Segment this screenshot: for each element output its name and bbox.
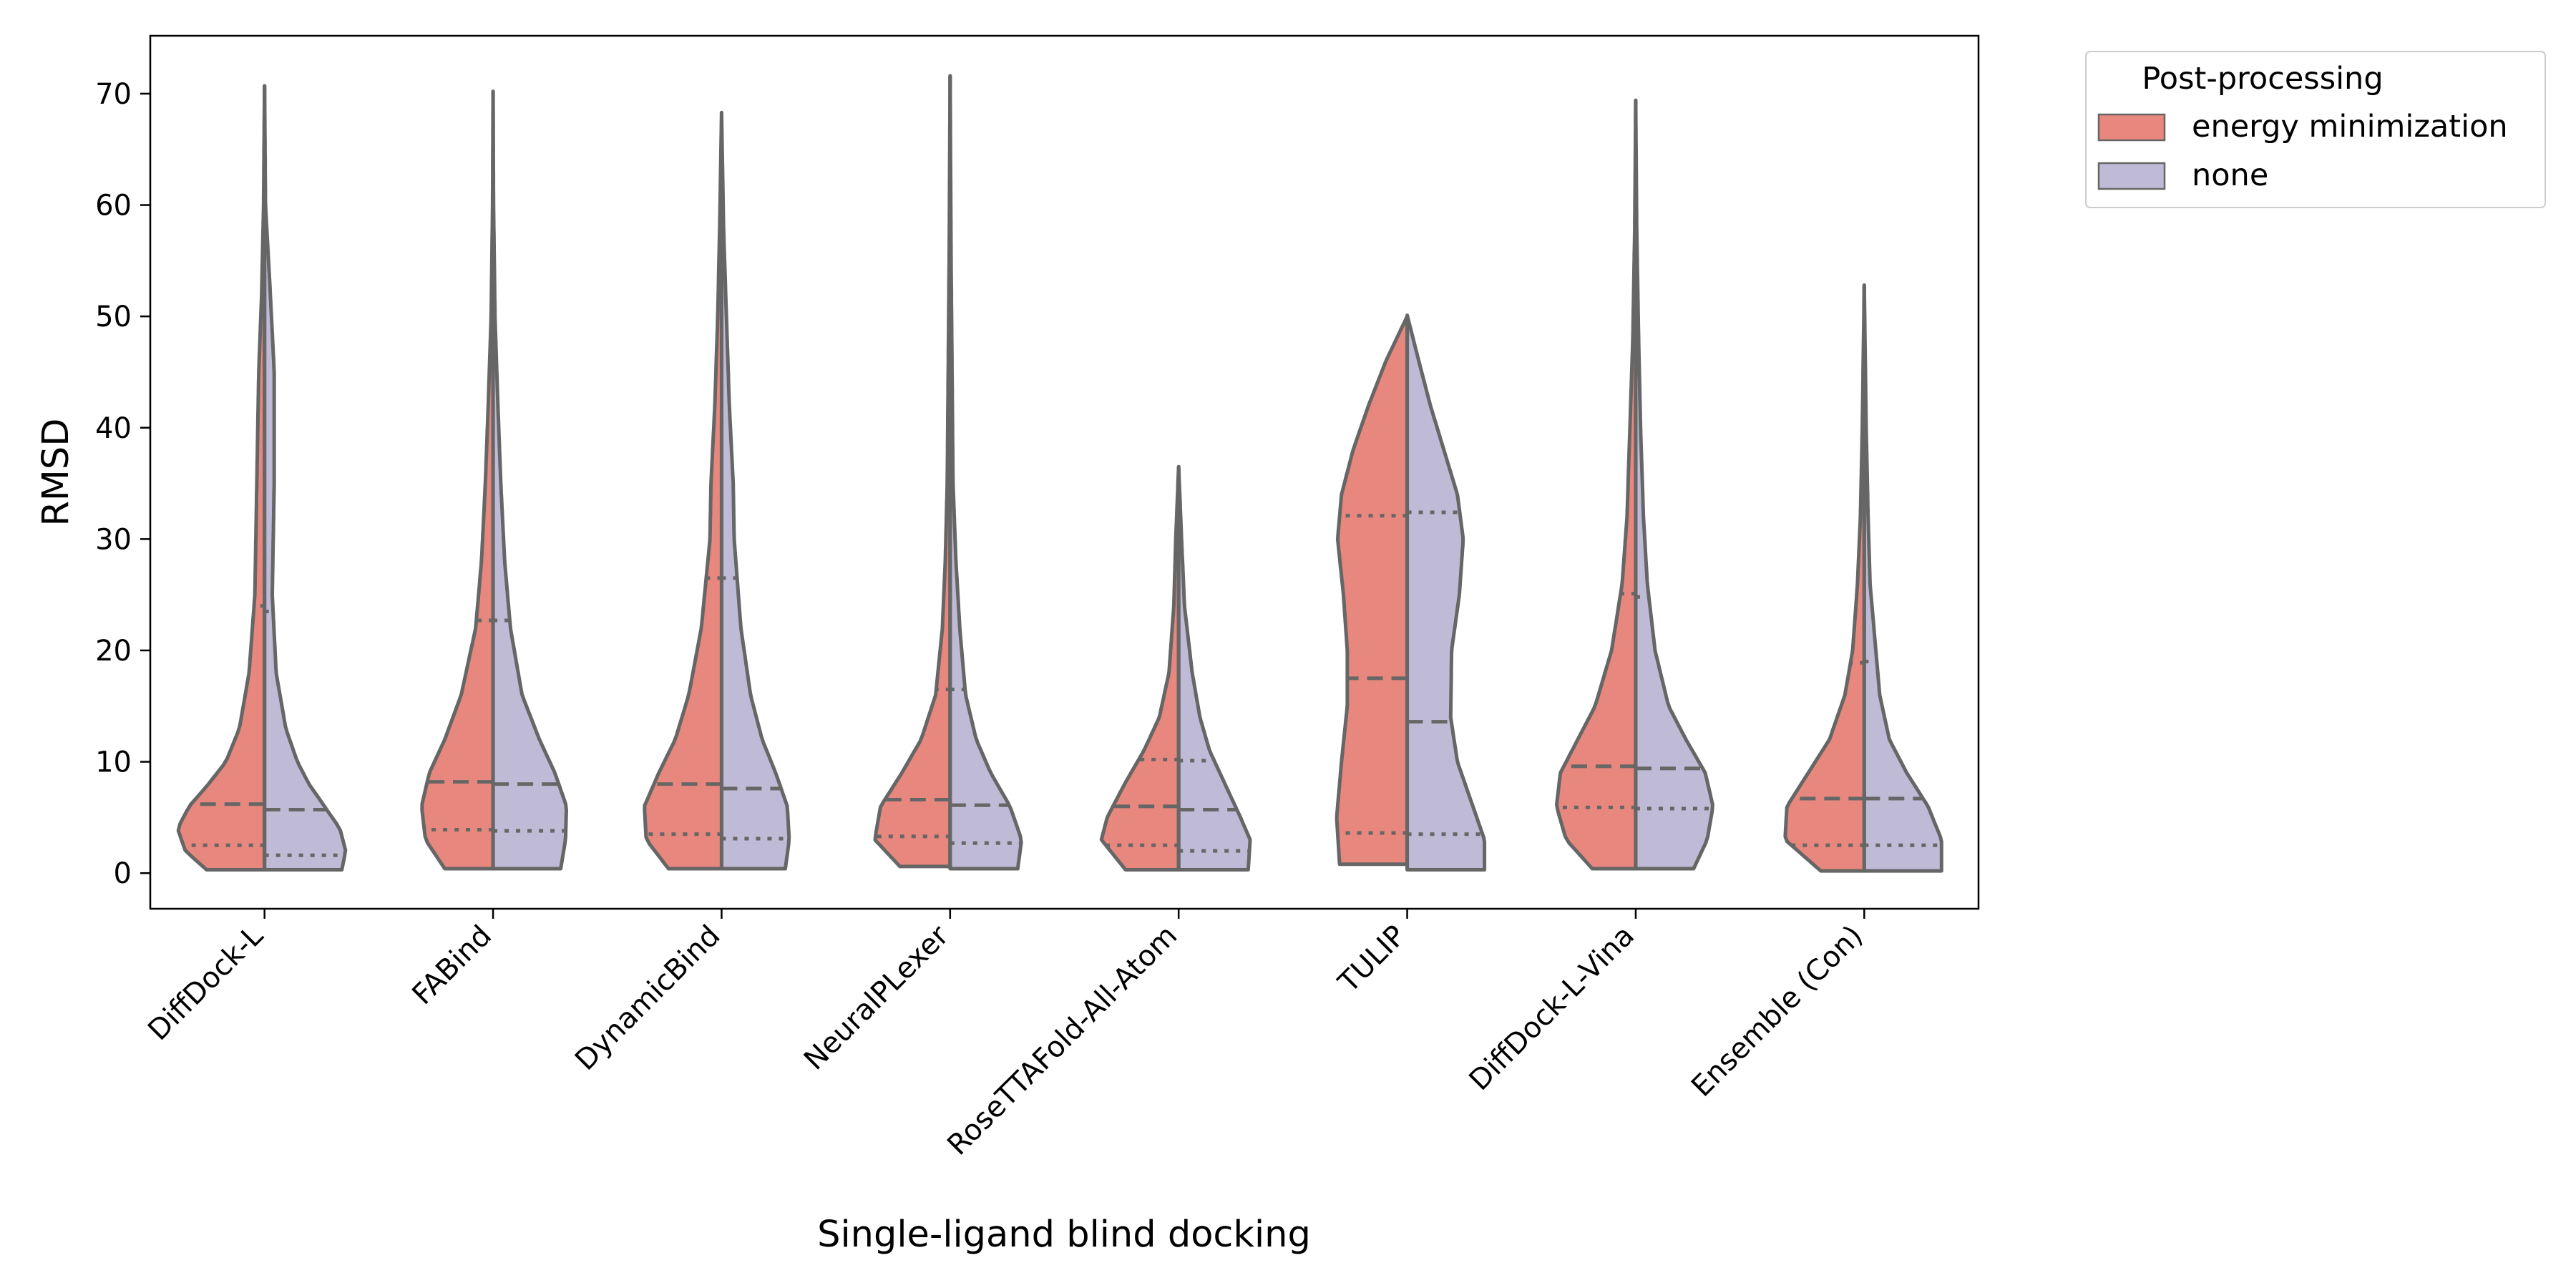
x-tick-label: RoseTTAFold-All-Atom: [941, 919, 1184, 1162]
y-tick-label: 10: [95, 746, 132, 779]
legend-title: Post-processing: [2142, 61, 2383, 97]
y-axis-title: RMSD: [35, 418, 77, 526]
legend-label: none: [2192, 157, 2268, 193]
y-tick-label: 30: [95, 523, 132, 556]
legend: Post-processing energy minimization none: [2085, 51, 2546, 208]
y-tick-label: 70: [95, 78, 132, 111]
violin-none-6: [1634, 98, 1714, 871]
violin-energy-minimization-0: [176, 84, 267, 872]
violin-none-5: [1405, 313, 1487, 872]
violin-none-0: [263, 84, 348, 872]
x-tick-label: FABind: [406, 919, 498, 1012]
violin-energy-minimization-7: [1783, 283, 1866, 873]
violin-energy-minimization-2: [643, 110, 723, 871]
violin-none-4: [1176, 464, 1252, 872]
plot-frame: [149, 34, 1980, 910]
violin-energy-minimization-6: [1555, 98, 1638, 871]
violin-energy-minimization-4: [1099, 464, 1181, 872]
legend-swatch-energy-minimization: [2097, 113, 2166, 142]
violin-none-7: [1862, 283, 1943, 873]
x-tick-label: TULIP: [1332, 919, 1412, 1000]
y-tick-label: 60: [95, 190, 132, 223]
violin-none-1: [491, 89, 568, 871]
y-axis: 0 10 20 30 40 50 60 70: [95, 78, 150, 890]
y-tick-label: 20: [95, 635, 132, 668]
y-tick-label: 50: [95, 301, 132, 333]
x-tick-label: DiffDock-L-Vina: [1463, 919, 1641, 1098]
legend-label: energy minimization: [2192, 109, 2508, 145]
x-axis: DiffDock-L FABind DynamicBind NeuralPLexerR…: [142, 909, 1869, 1162]
legend-frame: [2085, 51, 2546, 208]
y-tick-label: 40: [95, 412, 132, 445]
x-tick-label: DiffDock-L: [142, 919, 270, 1047]
x-tick-label: DynamicBind: [569, 919, 726, 1077]
violin-energy-minimization-3: [873, 74, 952, 869]
x-tick-label: NeuralPLexer: [798, 919, 955, 1076]
x-axis-title: Single-ligand blind docking: [817, 1214, 1311, 1256]
legend-swatch-none: [2097, 162, 2166, 190]
violin-energy-minimization-5: [1335, 314, 1410, 867]
violins-layer: [176, 74, 1943, 873]
violin-none-2: [719, 110, 791, 871]
y-tick-label: 0: [114, 857, 132, 890]
violin-energy-minimization-1: [420, 89, 495, 871]
violin-none-3: [948, 74, 1023, 871]
x-tick-label: Ensemble (Con): [1685, 919, 1869, 1103]
